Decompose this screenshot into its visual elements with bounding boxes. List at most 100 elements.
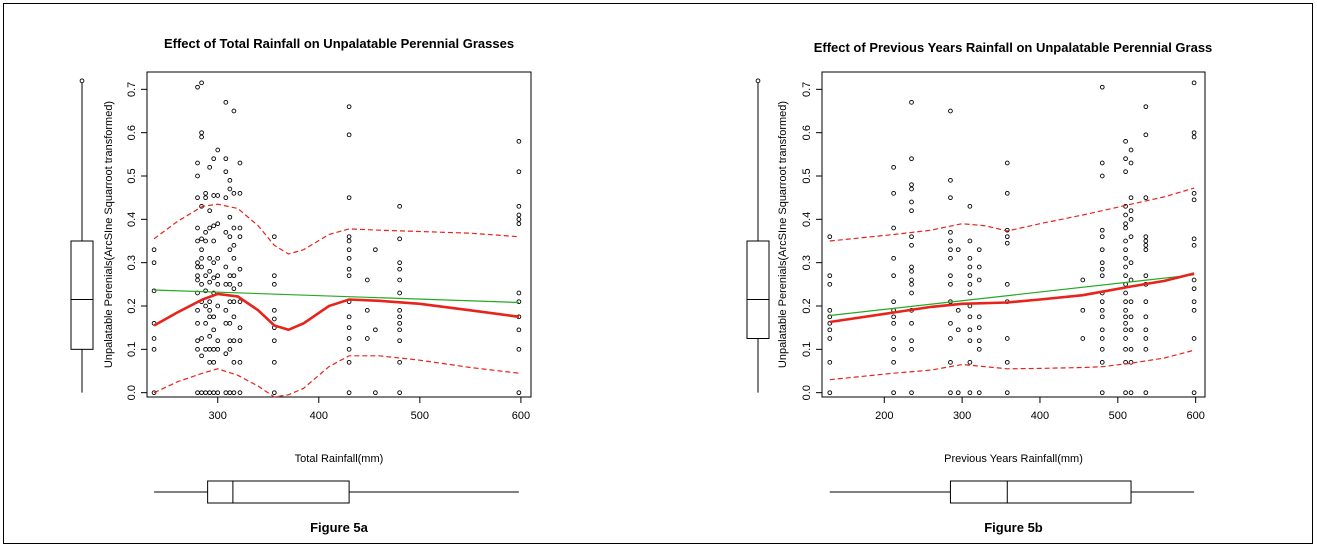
data-point bbox=[516, 169, 522, 175]
data-point bbox=[207, 359, 213, 365]
x-tick-label: 300 bbox=[209, 410, 227, 422]
data-point bbox=[195, 338, 200, 344]
figure-caption: Figure 5b bbox=[984, 520, 1043, 535]
data-point bbox=[346, 346, 352, 352]
data-point bbox=[1004, 281, 1010, 287]
upper-band-line bbox=[153, 203, 519, 255]
y-tick-label: 0.1 bbox=[126, 342, 138, 357]
data-point bbox=[364, 307, 370, 313]
data-point bbox=[373, 327, 378, 333]
data-point bbox=[1123, 238, 1128, 244]
data-point bbox=[948, 320, 953, 326]
data-point bbox=[1143, 242, 1149, 248]
data-point bbox=[195, 264, 200, 270]
data-point bbox=[346, 104, 352, 110]
data-point bbox=[948, 255, 953, 261]
data-point bbox=[397, 320, 402, 326]
data-point bbox=[909, 182, 914, 188]
data-point bbox=[223, 281, 229, 287]
data-point bbox=[203, 288, 208, 294]
data-point bbox=[203, 390, 208, 396]
data-point bbox=[1191, 242, 1197, 248]
data-point bbox=[207, 390, 213, 396]
data-point bbox=[1123, 299, 1128, 305]
data-point bbox=[1128, 390, 1134, 396]
data-point bbox=[1128, 346, 1134, 352]
data-point bbox=[976, 338, 982, 344]
data-point bbox=[1191, 286, 1197, 292]
data-point bbox=[203, 229, 208, 235]
data-point bbox=[1143, 327, 1149, 333]
data-point bbox=[271, 273, 277, 279]
data-point bbox=[1123, 290, 1128, 296]
data-point bbox=[227, 338, 233, 344]
data-point bbox=[976, 247, 982, 253]
x-tick-label: 500 bbox=[411, 410, 429, 422]
data-point bbox=[199, 134, 204, 140]
data-point bbox=[1191, 134, 1197, 140]
data-point bbox=[211, 390, 217, 396]
data-point bbox=[1099, 260, 1105, 266]
data-point bbox=[223, 351, 229, 357]
data-point bbox=[1143, 247, 1149, 253]
data-point bbox=[195, 195, 200, 201]
x-boxplot-box bbox=[949, 480, 1132, 504]
data-point bbox=[1143, 132, 1149, 138]
data-point bbox=[967, 203, 973, 209]
data-point bbox=[346, 132, 352, 138]
data-point bbox=[891, 346, 896, 352]
data-point bbox=[1099, 84, 1105, 90]
data-point bbox=[271, 316, 277, 322]
data-point bbox=[223, 390, 229, 396]
data-point bbox=[976, 325, 982, 331]
y-tick-label: 0.0 bbox=[801, 385, 813, 400]
data-point bbox=[1123, 247, 1128, 253]
data-point bbox=[909, 290, 914, 296]
data-point bbox=[827, 273, 833, 279]
y-tick-label: 0.7 bbox=[801, 82, 813, 97]
data-point bbox=[909, 264, 914, 270]
plot-area bbox=[146, 71, 532, 398]
data-point bbox=[237, 234, 243, 240]
data-point bbox=[1123, 336, 1128, 341]
data-point bbox=[827, 281, 833, 287]
data-point bbox=[909, 186, 914, 192]
data-point bbox=[891, 390, 896, 396]
x-boxplot-box bbox=[207, 480, 350, 504]
data-point bbox=[1099, 227, 1105, 233]
data-point bbox=[967, 327, 973, 333]
data-point bbox=[215, 338, 221, 344]
data-point bbox=[195, 84, 200, 90]
data-point bbox=[1004, 160, 1010, 166]
data-point bbox=[346, 234, 352, 240]
data-point bbox=[909, 338, 914, 344]
data-point bbox=[516, 290, 522, 296]
data-point bbox=[271, 281, 277, 287]
data-point bbox=[1099, 327, 1105, 333]
y-tick-label: 0.1 bbox=[801, 342, 813, 357]
data-point bbox=[227, 281, 233, 287]
data-point bbox=[203, 346, 208, 352]
data-point bbox=[211, 156, 217, 162]
data-point bbox=[948, 177, 953, 183]
data-point bbox=[1143, 273, 1149, 279]
data-point bbox=[203, 273, 208, 279]
data-point bbox=[211, 346, 217, 352]
data-point bbox=[976, 390, 982, 396]
data-point bbox=[199, 130, 204, 136]
data-point bbox=[1099, 234, 1105, 240]
data-point bbox=[948, 281, 953, 287]
data-point bbox=[207, 208, 213, 214]
data-point bbox=[223, 169, 229, 175]
data-point bbox=[1191, 190, 1197, 196]
data-point bbox=[891, 225, 896, 231]
data-point bbox=[207, 307, 213, 313]
data-point bbox=[271, 359, 277, 365]
data-point bbox=[1123, 255, 1128, 261]
data-point bbox=[223, 156, 229, 162]
linear-fit-line bbox=[829, 274, 1195, 317]
data-point bbox=[891, 359, 896, 365]
data-point bbox=[215, 193, 221, 198]
data-point bbox=[227, 299, 233, 305]
